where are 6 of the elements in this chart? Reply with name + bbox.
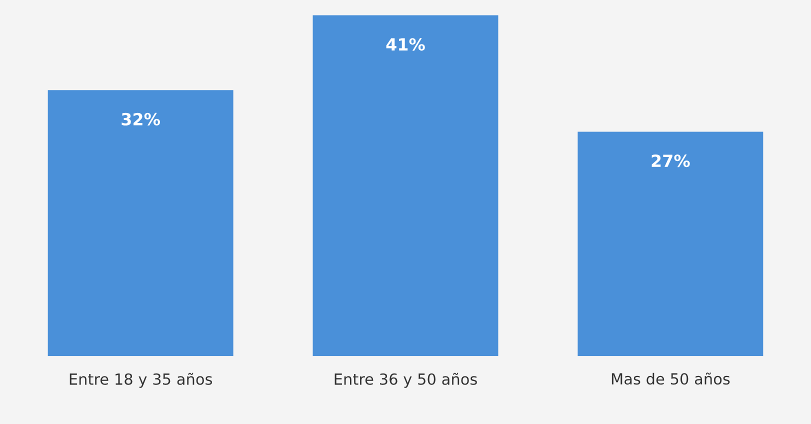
x-tick-label: Mas de 50 años bbox=[612, 372, 730, 385]
data-label: 32% bbox=[122, 112, 160, 126]
x-tick-label: Entre 18 y 35 años bbox=[70, 372, 212, 388]
x-tick-label: Entre 36 y 50 años bbox=[334, 372, 477, 388]
data-label: 27% bbox=[652, 154, 690, 168]
data-label: 41% bbox=[386, 38, 425, 51]
